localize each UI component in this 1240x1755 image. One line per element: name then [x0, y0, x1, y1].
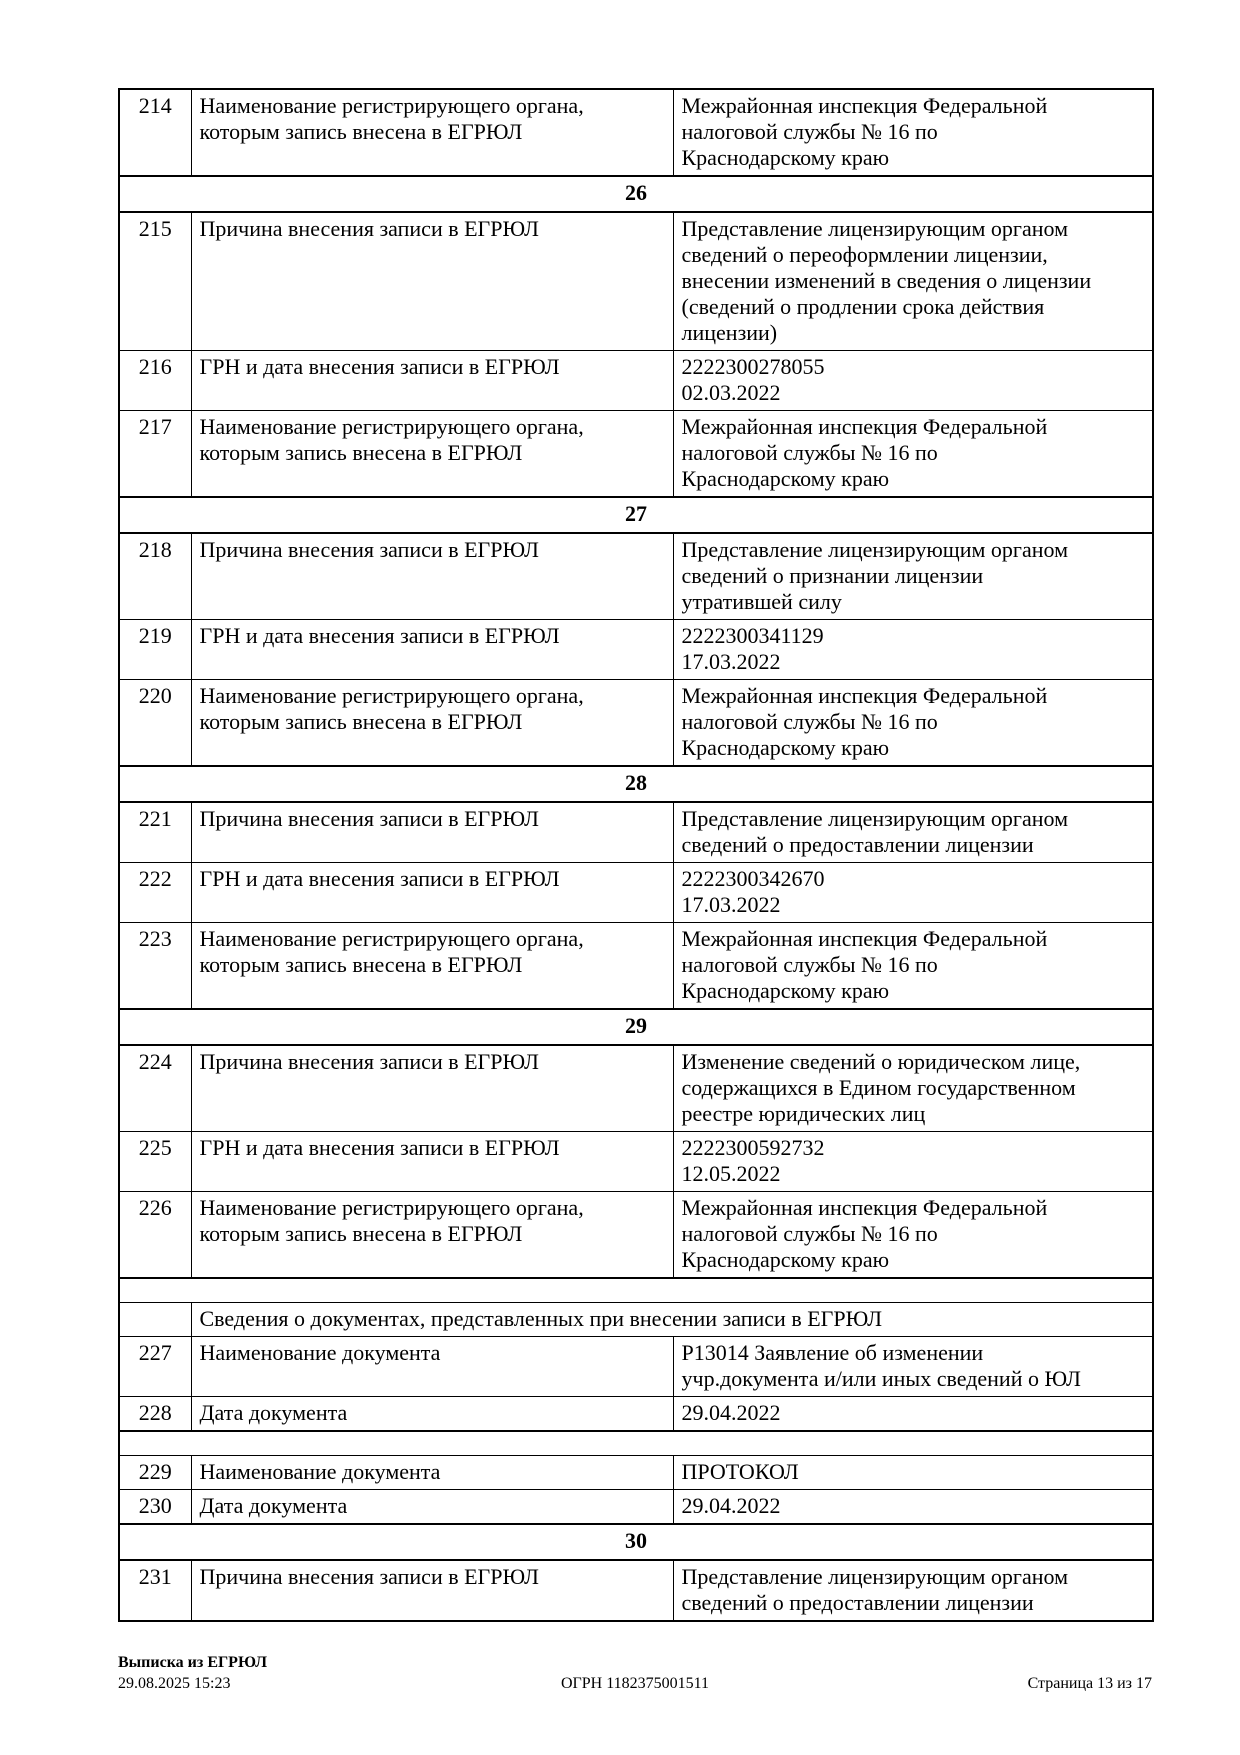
- row-number-cell: [118, 1302, 192, 1337]
- attribute-name-cell: Дата документа: [190, 1396, 674, 1432]
- page-footer: Выписка из ЕГРЮЛ 29.08.2025 15:23 ОГРН 1…: [118, 1652, 1152, 1694]
- footer-doc-title: Выписка из ЕГРЮЛ: [118, 1654, 268, 1671]
- attribute-name-cell: Причина внесения записи в ЕГРЮЛ: [190, 1559, 674, 1622]
- section-header-row: 30: [118, 1523, 1154, 1561]
- egrul-table-body: 214 Наименование регистрирующего органа, …: [118, 88, 1154, 1622]
- spacer-cell: [118, 1277, 1154, 1303]
- attribute-value-cell: Представление лицензирующим органом свед…: [672, 801, 1154, 863]
- attribute-value-cell: Межрайонная инспекция Федеральной налого…: [672, 88, 1154, 177]
- record-row: 222 ГРН и дата внесения записи в ЕГРЮЛ 222…: [118, 862, 1154, 923]
- subheader-cell: Сведения о документах, представленных пр…: [190, 1302, 1154, 1337]
- row-number-cell: 231: [118, 1559, 192, 1622]
- section-header-row: 27: [118, 496, 1154, 534]
- record-row: 221 Причина внесения записи в ЕГРЮЛ Предст…: [118, 801, 1154, 863]
- subheader-row: Сведения о документах, представленных пр…: [118, 1302, 1154, 1337]
- attribute-name-cell: Причина внесения записи в ЕГРЮЛ: [190, 532, 674, 620]
- section-header-row: 26: [118, 175, 1154, 213]
- attribute-value-cell: ПРОТОКОЛ: [672, 1455, 1154, 1490]
- record-row: 225 ГРН и дата внесения записи в ЕГРЮЛ 222…: [118, 1131, 1154, 1192]
- section-number-cell: 29: [118, 1008, 1154, 1046]
- record-row: 228 Дата документа 29.04.2022: [118, 1396, 1154, 1432]
- record-row: 220 Наименование регистрирующего органа, …: [118, 679, 1154, 767]
- record-row: 230 Дата документа 29.04.2022: [118, 1489, 1154, 1525]
- attribute-name-cell: Наименование документа: [190, 1336, 674, 1397]
- attribute-name-cell: Наименование документа: [190, 1455, 674, 1490]
- attribute-value-cell: Межрайонная инспекция Федеральной налого…: [672, 1191, 1154, 1279]
- row-number-cell: 227: [118, 1336, 192, 1397]
- row-number-cell: 230: [118, 1489, 192, 1525]
- row-number-cell: 224: [118, 1044, 192, 1132]
- attribute-name-cell: Причина внесения записи в ЕГРЮЛ: [190, 801, 674, 863]
- attribute-name-cell: Причина внесения записи в ЕГРЮЛ: [190, 1044, 674, 1132]
- row-number-cell: 226: [118, 1191, 192, 1279]
- attribute-name-cell: Наименование регистрирующего органа, кот…: [190, 410, 674, 498]
- row-number-cell: 218: [118, 532, 192, 620]
- row-number-cell: 217: [118, 410, 192, 498]
- record-row: 224 Причина внесения записи в ЕГРЮЛ Измене…: [118, 1044, 1154, 1132]
- attribute-name-cell: Причина внесения записи в ЕГРЮЛ: [190, 211, 674, 351]
- spacer-row: [118, 1430, 1154, 1456]
- attribute-name-cell: ГРН и дата внесения записи в ЕГРЮЛ: [190, 1131, 674, 1192]
- row-number-cell: 214: [118, 88, 192, 177]
- attribute-value-cell: Межрайонная инспекция Федеральной налого…: [672, 679, 1154, 767]
- record-row: 219 ГРН и дата внесения записи в ЕГРЮЛ 222…: [118, 619, 1154, 680]
- attribute-name-cell: Наименование регистрирующего органа, кот…: [190, 1191, 674, 1279]
- footer-datetime: 29.08.2025 15:23: [118, 1675, 231, 1692]
- attribute-value-cell: Межрайонная инспекция Федеральной налого…: [672, 922, 1154, 1010]
- record-row: 231 Причина внесения записи в ЕГРЮЛ Предст…: [118, 1559, 1154, 1622]
- attribute-value-cell: Межрайонная инспекция Федеральной налого…: [672, 410, 1154, 498]
- attribute-value-cell: 2222300341129 17.03.2022: [672, 619, 1154, 680]
- row-number-cell: 216: [118, 350, 192, 411]
- row-number-cell: 225: [118, 1131, 192, 1192]
- section-number-cell: 26: [118, 175, 1154, 213]
- attribute-name-cell: ГРН и дата внесения записи в ЕГРЮЛ: [190, 862, 674, 923]
- record-row: 217 Наименование регистрирующего органа, …: [118, 410, 1154, 498]
- section-header-row: 29: [118, 1008, 1154, 1046]
- section-number-cell: 30: [118, 1523, 1154, 1561]
- spacer-cell: [118, 1430, 1154, 1456]
- record-row: 227 Наименование документа Р13014 Заявлени…: [118, 1336, 1154, 1397]
- attribute-value-cell: Представление лицензирующим органом свед…: [672, 211, 1154, 351]
- attribute-value-cell: 2222300592732 12.05.2022: [672, 1131, 1154, 1192]
- attribute-name-cell: ГРН и дата внесения записи в ЕГРЮЛ: [190, 350, 674, 411]
- record-row: 214 Наименование регистрирующего органа, …: [118, 88, 1154, 177]
- record-row: 215 Причина внесения записи в ЕГРЮЛ Предст…: [118, 211, 1154, 351]
- attribute-value-cell: 29.04.2022: [672, 1489, 1154, 1525]
- attribute-value-cell: 2222300278055 02.03.2022: [672, 350, 1154, 411]
- record-row: 218 Причина внесения записи в ЕГРЮЛ Предст…: [118, 532, 1154, 620]
- attribute-value-cell: 29.04.2022: [672, 1396, 1154, 1432]
- row-number-cell: 223: [118, 922, 192, 1010]
- record-row: 216 ГРН и дата внесения записи в ЕГРЮЛ 222…: [118, 350, 1154, 411]
- attribute-name-cell: Наименование регистрирующего органа, кот…: [190, 679, 674, 767]
- footer-ogrn: ОГРН 1182375001511: [560, 1675, 710, 1692]
- row-number-cell: 219: [118, 619, 192, 680]
- attribute-name-cell: ГРН и дата внесения записи в ЕГРЮЛ: [190, 619, 674, 680]
- attribute-value-cell: Представление лицензирующим органом свед…: [672, 532, 1154, 620]
- attribute-value-cell: Р13014 Заявление об изменении учр.докуме…: [672, 1336, 1154, 1397]
- egrul-records-table: 214 Наименование регистрирующего органа, …: [118, 88, 1154, 1622]
- section-header-row: 28: [118, 765, 1154, 803]
- spacer-row: [118, 1277, 1154, 1303]
- section-number-cell: 27: [118, 496, 1154, 534]
- row-number-cell: 215: [118, 211, 192, 351]
- row-number-cell: 220: [118, 679, 192, 767]
- row-number-cell: 228: [118, 1396, 192, 1432]
- row-number-cell: 229: [118, 1455, 192, 1490]
- record-row: 229 Наименование документа ПРОТОКОЛ: [118, 1455, 1154, 1490]
- footer-second-line: 29.08.2025 15:23 ОГРН 1182375001511 Стра…: [118, 1673, 1152, 1694]
- row-number-cell: 221: [118, 801, 192, 863]
- row-number-cell: 222: [118, 862, 192, 923]
- attribute-value-cell: 2222300342670 17.03.2022: [672, 862, 1154, 923]
- attribute-value-cell: Представление лицензирующим органом свед…: [672, 1559, 1154, 1622]
- record-row: 223 Наименование регистрирующего органа, …: [118, 922, 1154, 1010]
- attribute-name-cell: Наименование регистрирующего органа, кот…: [190, 88, 674, 177]
- record-row: 226 Наименование регистрирующего органа, …: [118, 1191, 1154, 1279]
- attribute-name-cell: Наименование регистрирующего органа, кот…: [190, 922, 674, 1010]
- section-number-cell: 28: [118, 765, 1154, 803]
- footer-page-number: Страница 13 из 17: [1027, 1675, 1152, 1692]
- attribute-name-cell: Дата документа: [190, 1489, 674, 1525]
- attribute-value-cell: Изменение сведений о юридическом лице, с…: [672, 1044, 1154, 1132]
